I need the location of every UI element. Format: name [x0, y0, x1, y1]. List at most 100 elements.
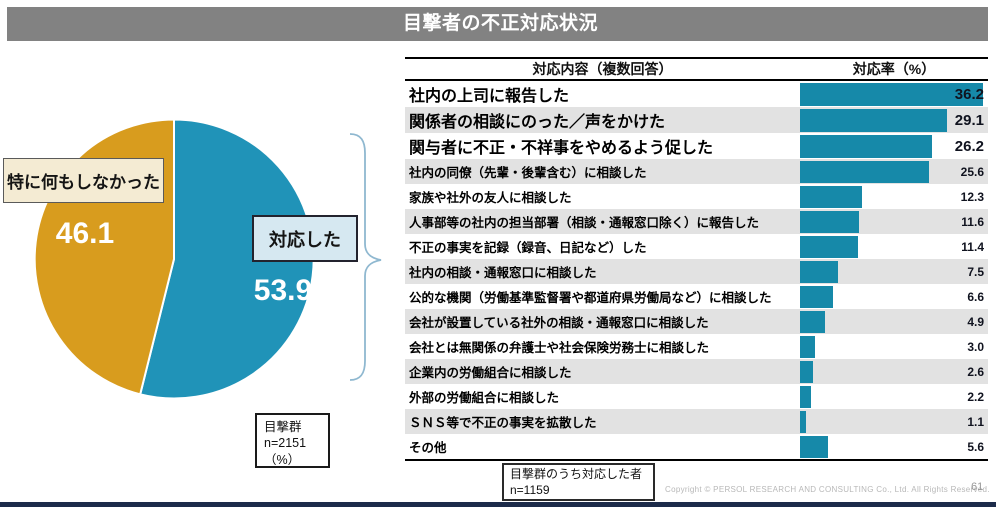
- title-bar: 目撃者の不正対応状況: [7, 7, 988, 41]
- pie-sample-note: 目撃群 n=2151 （%）: [255, 413, 330, 468]
- pie-label-did-nothing: 特に何もしなかった: [3, 158, 164, 203]
- row-label: ＳＮＳ等で不正の事実を拡散した: [409, 416, 597, 430]
- table-row: 外部の労働組合に相談した 2.2: [405, 384, 988, 409]
- row-value: 12.3: [960, 189, 984, 204]
- row-bar-cell: 7.5: [800, 259, 988, 284]
- row-bar-cell: 12.3: [800, 184, 988, 209]
- brace-connector: [349, 133, 382, 381]
- row-label: 関係者の相談にのった／声をかけた: [409, 114, 666, 131]
- pie-value-acted: 53.9: [253, 274, 313, 307]
- rate-bar: [800, 435, 829, 458]
- row-bar-cell: 29.1: [800, 107, 988, 133]
- row-value: 2.2: [967, 389, 984, 404]
- row-label: 社内の上司に報告した: [409, 88, 570, 105]
- rate-bar: [800, 108, 947, 132]
- pie-label-did-nothing-text: 特に何もしなかった: [7, 173, 160, 192]
- rate-bar: [800, 235, 858, 258]
- table-row: 企業内の労働組合に相談した 2.6: [405, 359, 988, 384]
- row-label: 会社とは無関係の弁護士や社会保険労務士に相談した: [409, 341, 710, 355]
- row-label: 不正の事実を記録（録音、日記など）した: [409, 241, 647, 255]
- row-label: 社内の相談・通報窓口に相談した: [409, 266, 597, 280]
- row-label: 企業内の労働組合に相談した: [409, 366, 572, 380]
- pie-label-acted-text: 対応した: [269, 229, 341, 250]
- pie-slice: [138, 118, 315, 400]
- row-value: 36.2: [954, 85, 984, 103]
- rate-bar: [800, 134, 933, 158]
- rate-bar: [800, 335, 816, 358]
- rate-bar: [800, 385, 812, 408]
- pie-note-n: n=2151: [264, 436, 307, 451]
- row-bar-cell: 25.6: [800, 159, 988, 184]
- table-row: 社内の相談・通報窓口に相談した 7.5: [405, 259, 988, 284]
- pie-note-unit: （%）: [264, 452, 301, 467]
- table-row: 会社が設置している社外の相談・通報窓口に相談した 4.9: [405, 309, 988, 334]
- rate-bar: [800, 82, 983, 106]
- row-label: その他: [409, 441, 447, 455]
- row-bar-cell: 2.2: [800, 384, 988, 409]
- pie-note-group: 目撃群: [264, 420, 302, 434]
- row-bar-cell: 6.6: [800, 284, 988, 309]
- table-row: 社内の上司に報告した 36.2: [405, 81, 988, 107]
- row-label: 会社が設置している社外の相談・通報窓口に相談した: [409, 316, 709, 330]
- row-bar-cell: 4.9: [800, 309, 988, 334]
- row-label: 家族や社外の友人に相談した: [409, 191, 572, 205]
- row-bar-cell: 11.4: [800, 234, 988, 259]
- table-row: その他 5.6: [405, 434, 988, 459]
- brace-path: [349, 133, 382, 381]
- row-value: 11.4: [961, 239, 984, 254]
- rate-bar: [800, 210, 859, 233]
- row-value: 3.0: [967, 339, 984, 354]
- table-row: 不正の事実を記録（録音、日記など）した 11.4: [405, 234, 988, 259]
- callout-line2: n=1159: [510, 482, 550, 497]
- table-row: 会社とは無関係の弁護士や社会保険労務士に相談した 3.0: [405, 334, 988, 359]
- rate-bar: [800, 285, 834, 308]
- row-value: 7.5: [967, 264, 984, 279]
- response-table: 対応内容（複数回答） 対応率（%） 社内の上司に報告した 36.2 関係者の相談にの…: [405, 57, 988, 461]
- row-bar-cell: 1.1: [800, 409, 988, 434]
- page-number: 61: [971, 481, 984, 493]
- row-value: 2.6: [967, 364, 984, 379]
- callout-line1: 目撃群のうち対応した者: [510, 467, 643, 481]
- table-row: 家族や社外の友人に相談した 12.3: [405, 184, 988, 209]
- rate-bar: [800, 310, 825, 333]
- table-header: 対応内容（複数回答） 対応率（%）: [405, 57, 988, 81]
- row-bar-cell: 5.6: [800, 434, 988, 459]
- row-label: 関与者に不正・不祥事をやめるよう促した: [409, 140, 714, 157]
- row-value: 5.6: [967, 439, 984, 454]
- table-row: ＳＮＳ等で不正の事実を拡散した 1.1: [405, 409, 988, 434]
- row-value: 25.6: [960, 164, 984, 179]
- table-row: 人事部等の社内の担当部署（相談・通報窓口除く）に報告した 11.6: [405, 209, 988, 234]
- column-header-rate: 対応率（%）: [852, 61, 936, 77]
- row-label: 外部の労働組合に相談した: [409, 391, 560, 405]
- table-row: 公的な機関（労働基準監督署や都道府県労働局など）に相談した 6.6: [405, 284, 988, 309]
- page-title: 目撃者の不正対応状況: [403, 13, 599, 34]
- table-row: 関与者に不正・不祥事をやめるよう促した 26.2: [405, 133, 988, 159]
- rate-bar: [800, 160, 930, 183]
- table-row: 社内の同僚（先輩・後輩含む）に相談した 25.6: [405, 159, 988, 184]
- response-table-body: 社内の上司に報告した 36.2 関係者の相談にのった／声をかけた 29.1 関与者に不正…: [405, 81, 988, 461]
- row-value: 1.1: [967, 414, 984, 429]
- rate-bar: [800, 360, 814, 383]
- row-value: 4.9: [967, 314, 984, 329]
- row-value: 11.6: [961, 214, 984, 229]
- column-header-content: 対応内容（複数回答）: [532, 61, 673, 77]
- copyright-text: Copyright © PERSOL RESEARCH AND CONSULTI…: [665, 485, 990, 494]
- rate-bar: [800, 260, 838, 283]
- row-bar-cell: 26.2: [800, 133, 988, 159]
- row-value: 29.1: [954, 111, 984, 129]
- row-bar-cell: 2.6: [800, 359, 988, 384]
- rate-bar: [800, 185, 863, 208]
- responded-sample-callout: 目撃群のうち対応した者 n=1159: [502, 463, 655, 501]
- bottom-rule: [0, 502, 996, 507]
- row-bar-cell: 36.2: [800, 81, 988, 107]
- row-label: 人事部等の社内の担当部署（相談・通報窓口除く）に報告した: [409, 216, 760, 230]
- table-row: 関係者の相談にのった／声をかけた 29.1: [405, 107, 988, 133]
- row-value: 6.6: [967, 289, 984, 304]
- row-value: 26.2: [954, 137, 984, 155]
- row-bar-cell: 11.6: [800, 209, 988, 234]
- row-label: 社内の同僚（先輩・後輩含む）に相談した: [409, 166, 647, 180]
- row-bar-cell: 3.0: [800, 334, 988, 359]
- row-label: 公的な機関（労働基準監督署や都道府県労働局など）に相談した: [409, 291, 772, 305]
- pie-label-acted: 対応した: [252, 215, 358, 262]
